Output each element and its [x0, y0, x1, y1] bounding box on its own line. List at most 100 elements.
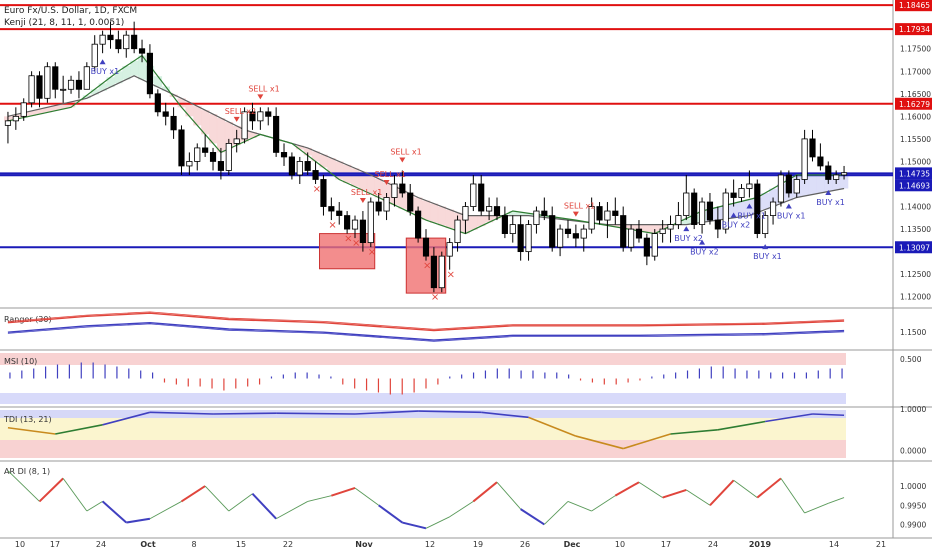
tdi-line-segment — [765, 413, 813, 423]
candle-body — [840, 172, 848, 176]
sell-signal-label: SELL x1 — [351, 188, 382, 197]
price-tick-label: 1.13500 — [900, 225, 931, 234]
candle-body — [746, 183, 753, 189]
candle-body — [273, 115, 280, 153]
candle-body — [825, 165, 832, 180]
sell-signal-label: SELL x1 — [375, 170, 406, 179]
ardi-line-segment — [7, 470, 40, 502]
candle-body — [730, 192, 737, 198]
candle-body — [438, 255, 445, 289]
candle-body — [572, 233, 579, 239]
price-level-label: 1.14735 — [899, 169, 930, 178]
tdi-line-segment — [418, 410, 482, 414]
candle-body — [99, 34, 106, 45]
ma-cloud-segment — [729, 203, 738, 218]
ma-cloud-segment — [43, 107, 52, 113]
time-tick-label: 19 — [473, 540, 483, 549]
sell-arrow-icon — [233, 116, 240, 122]
ardi-line-segment — [733, 479, 758, 498]
buy-signal-label: BUY x2 — [690, 248, 719, 257]
ardi-line-segment — [378, 504, 403, 524]
price-level-label: 1.14693 — [899, 181, 930, 190]
ardi-line-segment — [544, 501, 569, 525]
ma-cloud-segment — [169, 94, 178, 97]
ma-cloud-segment — [816, 174, 825, 194]
ma-cloud-segment — [429, 203, 439, 223]
time-tick-label: Nov — [355, 540, 373, 549]
candle-body — [722, 192, 729, 230]
candle-body — [178, 129, 185, 167]
candle-body — [833, 174, 840, 180]
candle-body — [738, 188, 745, 198]
buy-arrow-icon — [762, 244, 769, 250]
tdi-line-segment — [812, 413, 845, 417]
ardi-line-segment — [709, 479, 735, 506]
tdi-line-segment — [622, 433, 671, 450]
price-level-tag — [895, 179, 932, 192]
ma-cloud-segment — [840, 174, 849, 189]
ma-cloud-segment — [800, 174, 809, 197]
x-marker-icon: × — [352, 238, 360, 249]
candle-body — [612, 210, 619, 216]
candle-body — [651, 233, 658, 257]
tdi-line-segment — [102, 411, 151, 426]
candle-body — [375, 201, 382, 212]
ma-cloud-segment — [516, 212, 525, 216]
ardi-line-segment — [62, 478, 88, 512]
candle-body — [336, 210, 343, 216]
buy-arrow-icon — [730, 212, 737, 218]
x-marker-icon: × — [368, 247, 376, 258]
price-tick-label: 1.12500 — [900, 270, 931, 279]
x-marker-icon: × — [447, 270, 455, 281]
ma-cloud-segment — [82, 95, 92, 99]
candle-body — [170, 115, 177, 131]
candle-body — [162, 111, 169, 117]
price-level-label: 1.13097 — [899, 243, 930, 252]
ardi-line-segment — [567, 501, 592, 512]
price-tick-label: 1.16500 — [900, 90, 931, 99]
ma-cloud-segment — [90, 89, 99, 95]
candle-body — [249, 111, 256, 122]
candle-body — [12, 115, 19, 122]
ardi-line-segment — [149, 501, 182, 520]
buy-signal-label: BUY x2 — [722, 221, 751, 230]
candle-body — [809, 138, 816, 158]
buy-arrow-icon — [785, 203, 792, 209]
candle-body — [588, 206, 595, 230]
ma-cloud-segment — [398, 190, 407, 209]
candle-body — [762, 215, 769, 234]
indicator-title: Kenji (21, 8, 11, 1, 0.0051) — [4, 18, 124, 28]
candle-body — [391, 183, 398, 198]
price-level-tag — [895, 97, 932, 110]
candle-body — [328, 206, 335, 212]
candle-body — [659, 228, 666, 234]
ma-cloud-segment — [248, 132, 257, 138]
ardi-line-segment — [520, 508, 545, 526]
sell-arrow-icon — [399, 157, 406, 163]
price-level-label: 1.18465 — [899, 1, 930, 10]
ma-cloud-segment — [216, 118, 226, 153]
sell-signal-label: SELL x1 — [248, 84, 279, 93]
ma-cloud-segment — [51, 105, 60, 111]
price-tick-label: 1.17000 — [900, 67, 931, 76]
time-tick-label: 21 — [876, 540, 886, 549]
x-marker-icon: × — [431, 292, 439, 303]
sell-arrow-icon — [257, 94, 264, 100]
ma-cloud-segment — [311, 151, 320, 162]
ma-cloud-segment — [224, 121, 234, 149]
buy-arrow-icon — [699, 239, 706, 245]
buy-signal-label: BUY x1 — [753, 252, 782, 261]
tdi-line-segment — [149, 411, 214, 415]
buy-signal-label: BUY x1 — [91, 67, 120, 76]
ardi-line-segment — [86, 501, 103, 512]
price-level-tag — [895, 23, 932, 36]
price-tick-label: 1.14000 — [900, 203, 931, 212]
ardi-line-segment — [686, 489, 711, 506]
candle-body — [83, 66, 90, 90]
ma-cloud-segment — [737, 201, 746, 217]
ranger-lower-line — [7, 321, 845, 341]
sell-signal-label: SELL x1 — [564, 202, 595, 211]
ardi-tick-label: 0.9900 — [900, 520, 926, 529]
